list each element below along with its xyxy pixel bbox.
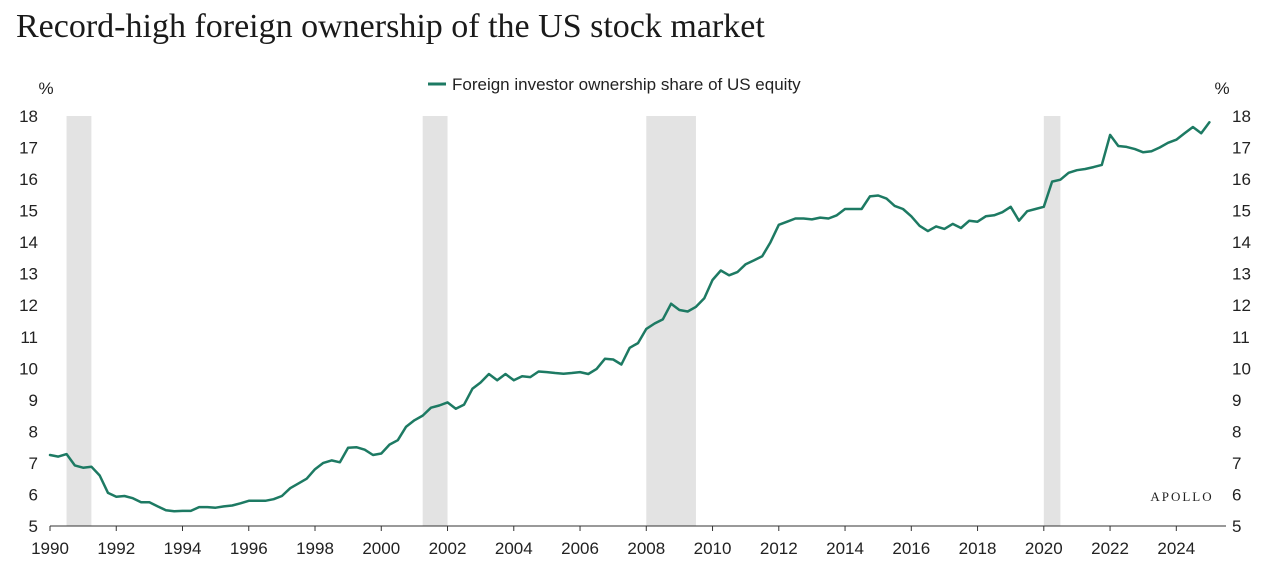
y-tick-label-left: 6 [29,485,38,504]
recession-band-1 [422,116,448,526]
x-tick-label: 2008 [627,539,665,558]
y-tick-label-right: 16 [1232,170,1251,189]
x-tick-label: 2016 [892,539,930,558]
series-line-0 [48,121,1211,513]
y-tick-label-left: 18 [19,107,38,126]
y-tick-label-left: 12 [19,296,38,315]
y-tick-label-left: 5 [29,517,38,536]
x-tick-label: 1990 [31,539,69,558]
chart-title: Record-high foreign ownership of the US … [16,8,765,45]
x-tick-label: 2014 [826,539,864,558]
x-axis-ticks: 1990 1992 1994 1996 1998 2000 2002 2004 2006 2008… [31,526,1195,558]
y-axis-left-ticks: 5 6 7 8 9 10 11 12 13 14 15 16 17 18 [19,107,38,536]
recession-bands [66,116,1061,526]
recession-band-3 [1043,116,1061,526]
y-tick-label-right: 12 [1232,296,1251,315]
y-tick-label-right: 5 [1232,517,1241,536]
y-tick-label-left: 13 [19,265,38,284]
x-tick-label: 1992 [97,539,135,558]
y-tick-label-right: 9 [1232,391,1241,410]
y-tick-label-right: 8 [1232,422,1241,441]
y-tick-label-left: 16 [19,170,38,189]
y-axis-left-unit: % [38,79,53,98]
x-tick-label: 2022 [1091,539,1129,558]
y-tick-label-left: 9 [29,391,38,410]
x-tick-label: 2024 [1157,539,1195,558]
x-tick-label: 2002 [429,539,467,558]
y-tick-label-right: 18 [1232,107,1251,126]
y-tick-label-right: 14 [1232,233,1251,252]
apollo-logo: APOLLO [1150,489,1213,504]
series-lines [48,121,1211,513]
recession-band-0 [66,116,92,526]
y-tick-label-right: 7 [1232,454,1241,473]
x-tick-label: 2010 [694,539,732,558]
x-tick-label: 2000 [362,539,400,558]
y-tick-label-left: 15 [19,202,38,221]
y-tick-label-right: 17 [1232,139,1251,158]
y-tick-label-left: 10 [19,359,38,378]
x-tick-label: 1996 [230,539,268,558]
x-tick-label: 1998 [296,539,334,558]
y-tick-label-left: 7 [29,454,38,473]
y-tick-label-right: 10 [1232,359,1251,378]
y-axis-right-unit: % [1214,79,1229,98]
x-tick-label: 2020 [1025,539,1063,558]
y-tick-label-left: 14 [19,233,38,252]
y-tick-label-right: 11 [1232,328,1250,347]
y-tick-label-right: 13 [1232,265,1251,284]
recession-band-2 [646,116,696,526]
y-axis-right-ticks: 5 6 7 8 9 10 11 12 13 14 15 16 17 18 [1232,107,1251,536]
y-tick-label-right: 6 [1232,485,1241,504]
x-tick-label: 2012 [760,539,798,558]
x-tick-label: 2018 [959,539,997,558]
y-tick-label-left: 8 [29,422,38,441]
y-tick-label-left: 11 [20,328,38,347]
y-tick-label-right: 15 [1232,202,1251,221]
x-tick-label: 1994 [164,539,202,558]
x-tick-label: 2004 [495,539,533,558]
legend: Foreign investor ownership share of US e… [428,75,801,94]
x-tick-label: 2006 [561,539,599,558]
y-tick-label-left: 17 [19,139,38,158]
legend-label: Foreign investor ownership share of US e… [452,75,801,94]
